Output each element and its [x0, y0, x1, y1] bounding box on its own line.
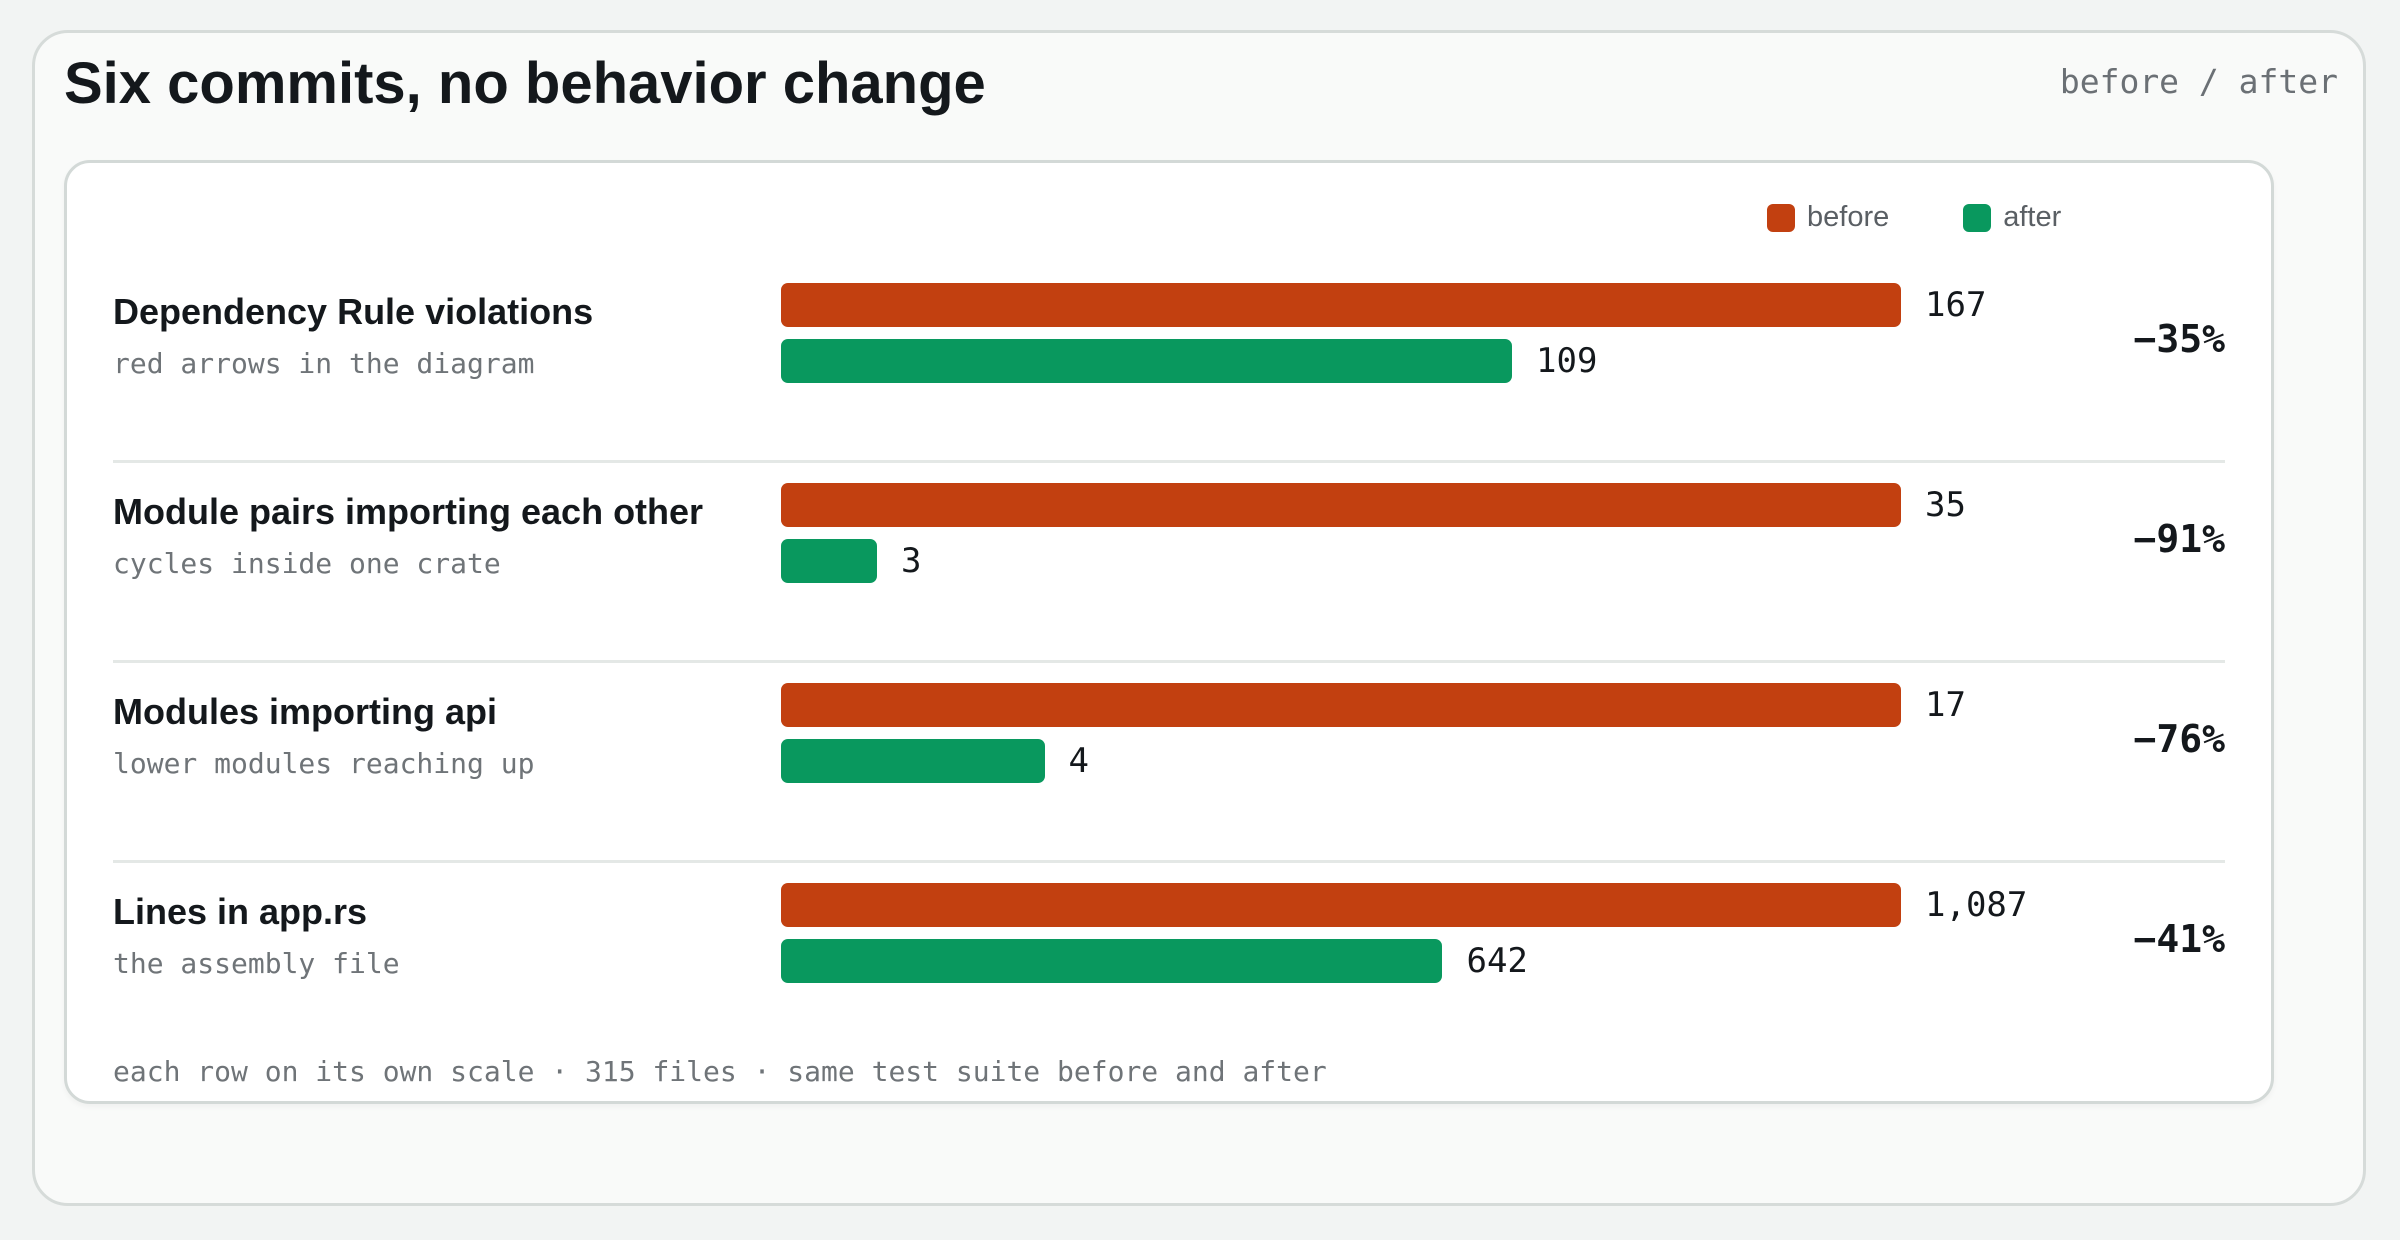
bar-after	[781, 339, 1513, 383]
legend-label-before: before	[1807, 201, 1890, 233]
row-label: Dependency Rule violations	[113, 291, 594, 332]
bar-before-value: 35	[1925, 485, 1966, 525]
page-title: Six commits, no behavior change	[64, 51, 986, 116]
bar-after	[781, 739, 1045, 783]
row-delta: −91%	[2133, 517, 2225, 561]
row-delta: −76%	[2133, 717, 2225, 761]
bar-after-value: 642	[1466, 941, 1528, 981]
bar-before	[781, 683, 1901, 727]
row-sublabel: the assembly file	[113, 947, 400, 980]
row-divider	[113, 660, 2225, 663]
legend: before after	[1767, 201, 2135, 234]
legend-swatch-after	[1963, 203, 1992, 232]
legend-item-after: after	[1963, 201, 2061, 234]
row-label: Lines in app.rs	[113, 891, 368, 932]
row-delta: −41%	[2133, 917, 2225, 961]
chart-row: Module pairs importing each other cycles …	[113, 463, 2225, 663]
chart-row: Lines in app.rs the assembly file 1,087 642…	[113, 863, 2225, 1063]
bar-before-value: 17	[1925, 685, 1966, 725]
row-divider	[113, 860, 2225, 863]
row-sublabel: lower modules reaching up	[113, 747, 535, 780]
chart-panel: before after Dependency Rule violations r…	[64, 160, 2274, 1104]
row-sublabel: cycles inside one crate	[113, 547, 501, 580]
bar-after-value: 109	[1536, 341, 1598, 381]
legend-item-before: before	[1767, 201, 1889, 234]
row-label: Modules importing api	[113, 691, 497, 732]
bar-after	[781, 539, 877, 583]
chart-footnote: each row on its own scale · 315 files · …	[113, 1055, 1327, 1088]
row-label: Module pairs importing each other	[113, 491, 704, 532]
row-sublabel: red arrows in the diagram	[113, 347, 535, 380]
bar-after-value: 4	[1068, 741, 1089, 781]
chart-row: Modules importing api lower modules reach…	[113, 663, 2225, 863]
bar-before-value: 167	[1925, 285, 1987, 325]
row-delta: −35%	[2133, 317, 2225, 361]
bar-before	[781, 283, 1901, 327]
legend-swatch-before	[1767, 203, 1795, 232]
legend-label-after: after	[2003, 201, 2062, 233]
bar-before	[781, 483, 1901, 527]
row-divider	[113, 460, 2225, 463]
bar-before	[781, 883, 1901, 927]
bar-after-value: 3	[901, 541, 922, 581]
bar-after	[781, 939, 1443, 983]
chart-row: Dependency Rule violations red arrows in …	[113, 263, 2225, 463]
bar-before-value: 1,087	[1925, 885, 2028, 925]
comparison-tag: before / after	[2059, 62, 2338, 101]
